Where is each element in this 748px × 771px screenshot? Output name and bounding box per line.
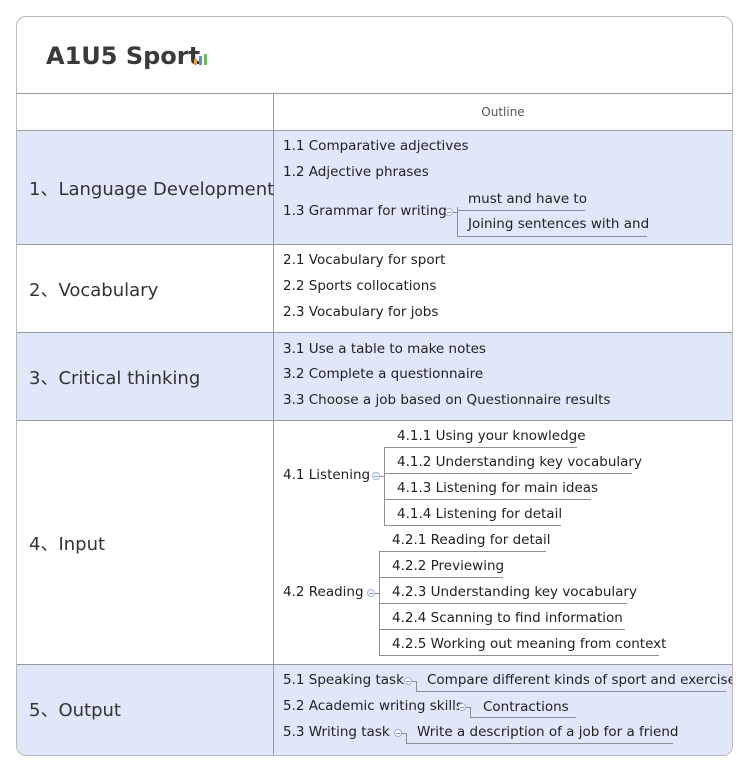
collapse-toggle-icon[interactable] xyxy=(372,472,380,480)
grid-line xyxy=(17,420,732,421)
subtopic-underline xyxy=(416,691,726,692)
topic-5-1[interactable]: 5.1 Speaking task xyxy=(283,672,404,688)
topic-3-2[interactable]: 3.2 Complete a questionnaire xyxy=(283,366,484,382)
topic-4-1-listening[interactable]: 4.1 Listening xyxy=(283,467,371,483)
branch-connector xyxy=(466,707,471,708)
topic-2-3[interactable]: 2.3 Vocabulary for jobs xyxy=(283,304,439,320)
row-label-vocabulary[interactable]: 2、Vocabulary xyxy=(29,280,159,301)
topic-4-2-reading[interactable]: 4.2 Reading xyxy=(283,584,364,600)
subtopic-underline xyxy=(457,210,585,211)
subtopic-underline xyxy=(379,603,627,604)
collapse-toggle-icon[interactable] xyxy=(394,729,402,737)
subtopic-4-2-3[interactable]: 4.2.3 Understanding key vocabulary xyxy=(392,584,637,600)
subtopic-joining-sentences[interactable]: Joining sentences with and xyxy=(468,216,650,232)
subtopic-underline xyxy=(379,655,659,656)
subtopic-underline xyxy=(379,577,503,578)
branch-connector xyxy=(375,593,380,594)
topic-1-1[interactable]: 1.1 Comparative adjectives xyxy=(283,138,469,154)
topic-5-2[interactable]: 5.2 Academic writing skills xyxy=(283,698,463,714)
outline-header: Outline xyxy=(481,105,525,119)
topic-2-1[interactable]: 2.1 Vocabulary for sport xyxy=(283,252,446,268)
subtopic-4-2-2[interactable]: 4.2.2 Previewing xyxy=(392,558,505,574)
row-band-5 xyxy=(17,664,732,755)
mindmap-frame: A1U5 Sport Outline 1、Language Developmen… xyxy=(16,16,733,756)
subtopic-5-3[interactable]: Write a description of a job for a frien… xyxy=(417,724,679,740)
row-label-output[interactable]: 5、Output xyxy=(29,700,121,721)
subtopic-4-2-4[interactable]: 4.2.4 Scanning to find information xyxy=(392,610,623,626)
subtopic-4-1-4[interactable]: 4.1.4 Listening for detail xyxy=(397,506,563,522)
subtopic-underline xyxy=(379,629,625,630)
row-band-1 xyxy=(17,131,732,244)
row-label-critical-thinking[interactable]: 3、Critical thinking xyxy=(29,368,201,389)
row-band-3 xyxy=(17,333,732,420)
subtopic-5-1[interactable]: Compare different kinds of sport and exe… xyxy=(427,672,733,688)
subtopic-4-1-3[interactable]: 4.1.3 Listening for main ideas xyxy=(397,480,599,496)
subtopic-underline xyxy=(470,717,576,718)
collapse-toggle-icon[interactable] xyxy=(367,589,375,597)
collapse-toggle-icon[interactable] xyxy=(445,208,453,216)
subtopic-underline xyxy=(406,743,673,744)
column-divider xyxy=(273,93,274,755)
subtopic-underline xyxy=(384,499,591,500)
topic-3-1[interactable]: 3.1 Use a table to make notes xyxy=(283,341,486,357)
branch-connector xyxy=(406,733,407,743)
grid-line xyxy=(17,664,732,665)
row-label-input[interactable]: 4、Input xyxy=(29,534,106,555)
subtopic-underline xyxy=(384,525,561,526)
branch-connector xyxy=(412,681,417,682)
subtopic-underline xyxy=(457,236,647,237)
subtopic-underline xyxy=(384,447,577,448)
row-label-language-development[interactable]: 1、Language Development xyxy=(29,179,275,200)
subtopic-4-1-1[interactable]: 4.1.1 Using your knowledge xyxy=(397,428,586,444)
collapse-toggle-icon[interactable] xyxy=(458,703,466,711)
subtopic-4-2-5[interactable]: 4.2.5 Working out meaning from context xyxy=(392,636,667,652)
topic-2-2[interactable]: 2.2 Sports collocations xyxy=(283,278,437,294)
branch-connector xyxy=(470,707,471,717)
subtopic-underline xyxy=(384,473,632,474)
topic-3-3[interactable]: 3.3 Choose a job based on Questionnaire … xyxy=(283,392,611,408)
page-title: A1U5 Sport xyxy=(46,42,201,70)
subtopic-must-and-have-to[interactable]: must and have to xyxy=(468,191,587,207)
branch-connector xyxy=(453,212,458,213)
collapse-toggle-icon[interactable] xyxy=(404,677,412,685)
grid-line xyxy=(17,244,732,245)
branch-connector xyxy=(457,207,458,236)
subtopic-5-2[interactable]: Contractions xyxy=(483,699,569,715)
topic-1-2[interactable]: 1.2 Adjective phrases xyxy=(283,164,429,180)
grid-line xyxy=(17,332,732,333)
branch-connector xyxy=(402,733,407,734)
grid-line xyxy=(17,93,732,94)
branch-connector xyxy=(416,681,417,691)
branch-connector xyxy=(380,476,385,477)
subtopic-underline xyxy=(379,551,546,552)
topic-1-3[interactable]: 1.3 Grammar for writing xyxy=(283,203,447,219)
subtopic-4-2-1[interactable]: 4.2.1 Reading for detail xyxy=(392,532,551,548)
title-bar: A1U5 Sport xyxy=(17,17,732,93)
topic-5-3[interactable]: 5.3 Writing task xyxy=(283,724,390,740)
branch-connector xyxy=(384,447,385,526)
grid-line xyxy=(17,130,732,131)
subtopic-4-1-2[interactable]: 4.1.2 Understanding key vocabulary xyxy=(397,454,642,470)
chart-icon xyxy=(194,54,207,65)
